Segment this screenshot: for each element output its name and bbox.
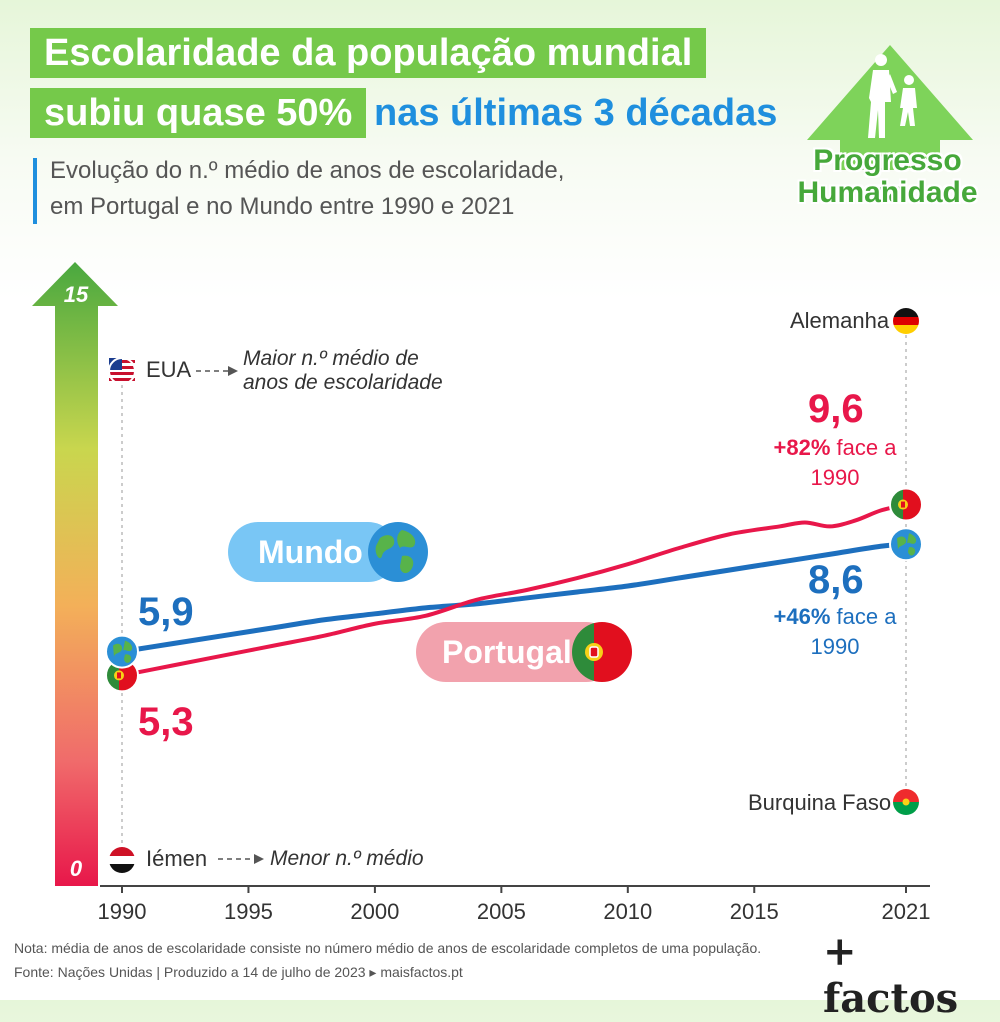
x-tick-label: 2015 <box>730 899 779 924</box>
portugal-flag-icon <box>572 622 632 682</box>
badge-line-2: Humanidade <box>797 176 978 209</box>
walking-people-icon <box>868 54 917 138</box>
scale-max-label: 15 <box>64 282 89 307</box>
subtitle-line-1: Evolução do n.º médio de anos de escolar… <box>50 157 565 184</box>
world-change: +46% face a 1990 <box>770 602 900 662</box>
subtitle-accent-bar <box>33 158 37 224</box>
world-2021-point <box>889 527 923 562</box>
footer-note: Nota: média de anos de escolaridade cons… <box>14 940 762 956</box>
title-line-2: subiu quase 50% <box>30 88 367 138</box>
portugal-change: +82% face a 1990 <box>770 433 900 493</box>
x-tick-label: 2010 <box>603 899 652 924</box>
series-line-portugal <box>120 502 908 678</box>
world-2021-value: 8,6 <box>808 558 864 602</box>
portugal-change-bold: +82% <box>773 435 831 460</box>
brand-logo: + factos <box>823 928 959 1022</box>
bottom-2021-country-label: Burquina Faso <box>748 790 892 815</box>
top-2021-country-label: Alemanha <box>790 308 890 333</box>
min-note: Menor n.º médio <box>270 847 424 870</box>
x-tick-label: 2005 <box>477 899 526 924</box>
portugal-1990-value: 5,3 <box>138 700 194 744</box>
footer-source: Fonte: Nações Unidas | Produzido a 14 de… <box>14 964 463 980</box>
x-tick-label: 2000 <box>350 899 399 924</box>
title-line-3: nas últimas 3 décadas <box>374 92 778 134</box>
burkina-faso-flag-icon <box>893 789 919 815</box>
globe-icon <box>368 522 428 582</box>
series-label-mundo-text: Mundo <box>258 534 363 570</box>
usa-flag-icon <box>108 357 136 385</box>
world-change-year: 1990 <box>810 634 860 659</box>
scale-min-label: 0 <box>70 856 83 881</box>
portugal-change-rest: face a <box>836 435 897 460</box>
world-1990-value: 5,9 <box>138 590 194 634</box>
series-label-portugal-text: Portugal <box>442 634 572 670</box>
progress-arrow-icon <box>807 45 973 170</box>
world-1990-point <box>105 634 139 669</box>
max-country-label: EUA <box>146 357 192 382</box>
x-tick-label: 1990 <box>98 899 147 924</box>
world-change-rest: face a <box>836 604 897 629</box>
max-note-line-2: anos de escolaridade <box>243 371 443 394</box>
subtitle-line-2: em Portugal e no Mundo entre 1990 e 2021 <box>50 193 515 220</box>
badge-line-1: Progresso da <box>813 144 962 209</box>
title-line-1: Escolaridade da população mundial <box>30 28 707 78</box>
scale-arrow <box>32 262 118 886</box>
yemen-flag-icon <box>109 847 135 873</box>
world-change-bold: +46% <box>773 604 831 629</box>
portugal-change-year: 1990 <box>810 465 860 490</box>
min-country-label: Iémen <box>146 846 208 871</box>
portugal-2021-point <box>889 487 923 522</box>
portugal-2021-value: 9,6 <box>808 387 864 431</box>
x-tick-label: 2021 <box>882 899 931 924</box>
germany-flag-icon <box>893 308 919 334</box>
series-line-mundo <box>119 541 909 655</box>
max-note-line-1: Maior n.º médio de <box>243 347 419 370</box>
x-tick-label: 1995 <box>224 899 273 924</box>
chart: 15 0 1990 1995 2000 2005 2010 2015 2021 <box>32 262 931 924</box>
